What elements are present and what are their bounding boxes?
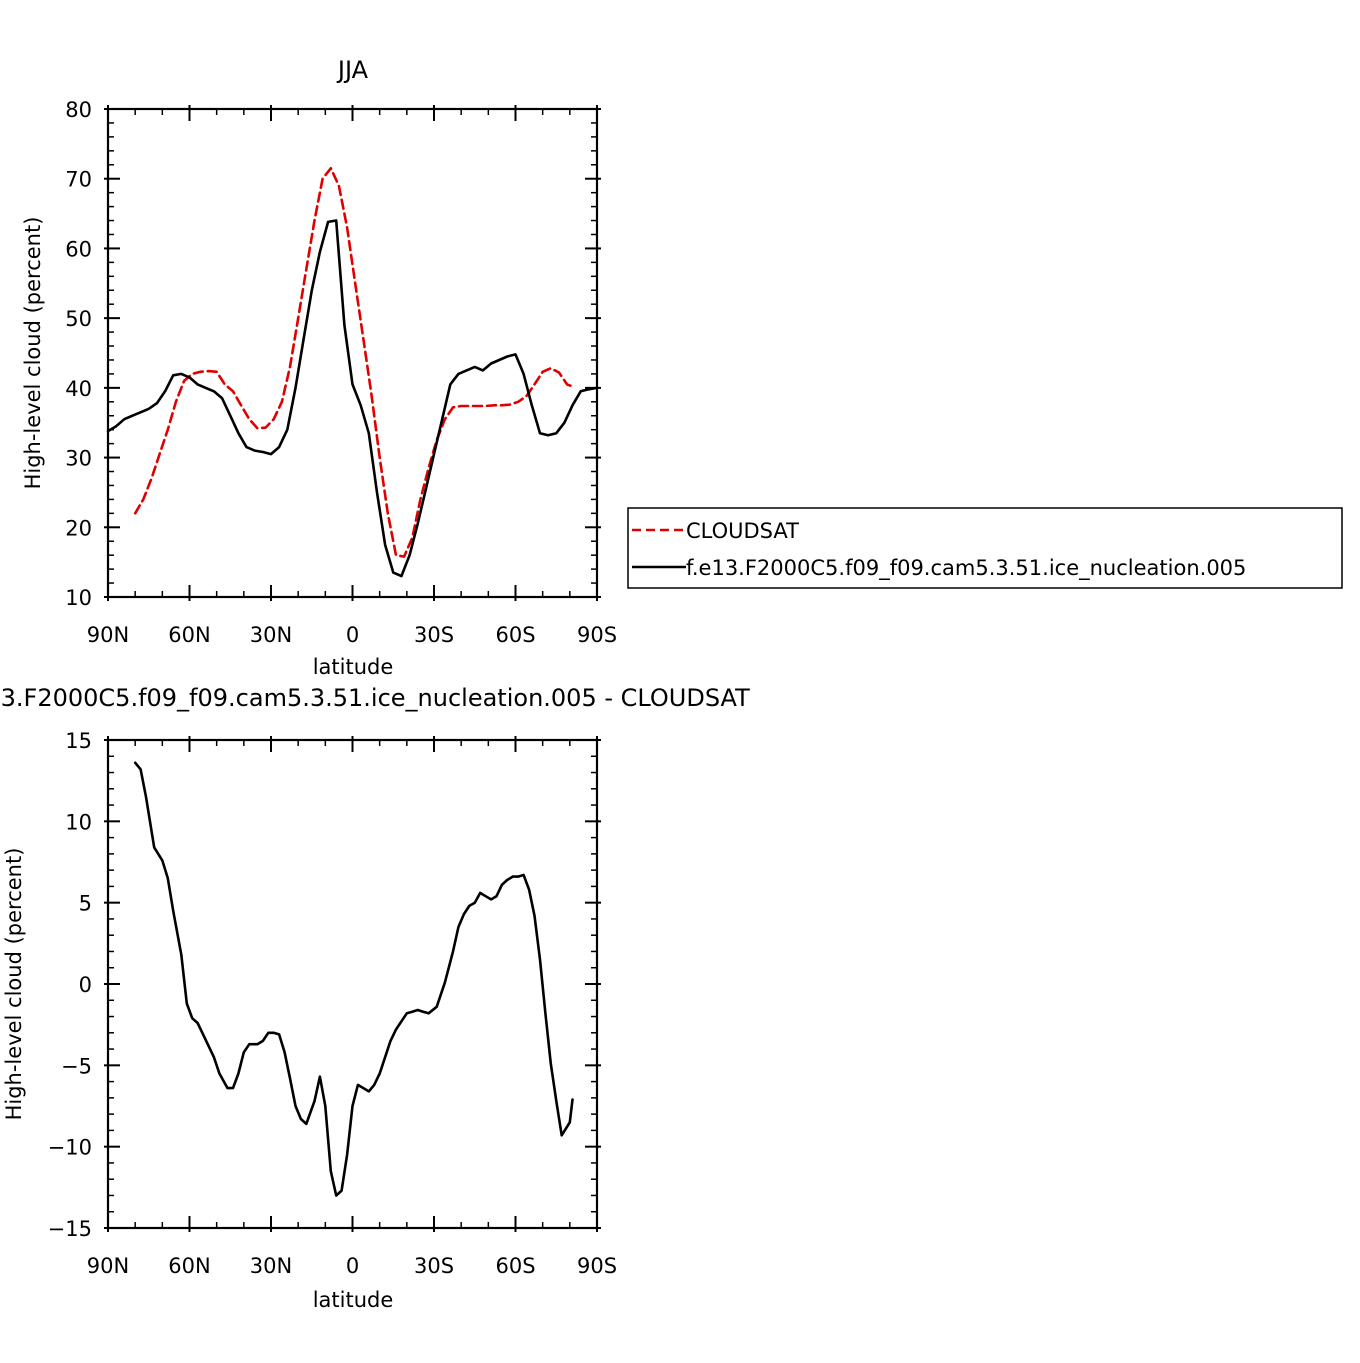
bottom-x-tick-label: 30S <box>414 1254 454 1278</box>
top-x-tick-label: 30N <box>250 623 292 647</box>
legend-label-model: f.e13.F2000C5.f09_f09.cam5.3.51.ice_nucl… <box>686 556 1246 581</box>
bottom-y-tick-label: 15 <box>65 729 92 753</box>
top-x-tick-label: 90S <box>577 623 617 647</box>
bottom-y-tick-label: 10 <box>65 810 92 834</box>
bottom-x-tick-labels: 90N 60N 30N 0 30S 60S 90S <box>87 1254 617 1278</box>
bottom-plot-frame <box>106 738 599 1230</box>
top-x-tick-label: 30S <box>414 623 454 647</box>
bottom-y-tick-label: −5 <box>61 1054 92 1078</box>
top-y-tick-label: 30 <box>65 447 92 471</box>
bottom-x-tick-label: 30N <box>250 1254 292 1278</box>
top-y-tick-label: 80 <box>65 98 92 122</box>
top-x-tick-label: 90N <box>87 623 129 647</box>
bottom-y-tick-label: −10 <box>48 1136 92 1160</box>
top-x-tick-label: 60S <box>495 623 535 647</box>
top-plot-frame <box>106 107 599 599</box>
bottom-series-line-0 <box>133 761 574 1197</box>
legend: CLOUDSAT f.e13.F2000C5.f09_f09.cam5.3.51… <box>627 507 1343 589</box>
bottom-y-tick-labels: −15 −10 −5 0 5 10 15 <box>48 729 92 1241</box>
top-x-tick-label: 0 <box>346 623 359 647</box>
bottom-ticks-layer <box>104 736 601 1232</box>
bottom-x-tick-label: 90S <box>577 1254 617 1278</box>
bottom-panel: f.e13.F2000C5.f09_f09.cam5.3.51.ice_nucl… <box>0 684 750 1312</box>
bottom-y-axis-label: High-level cloud (percent) <box>2 848 26 1121</box>
top-y-tick-label: 40 <box>65 377 92 401</box>
bottom-y-tick-label: −15 <box>48 1217 92 1241</box>
bottom-y-tick-label: 0 <box>79 973 92 997</box>
top-y-tick-label: 50 <box>65 307 92 331</box>
top-y-tick-label: 70 <box>65 168 92 192</box>
bottom-x-tick-label: 90N <box>87 1254 129 1278</box>
top-y-tick-labels: 10 20 30 40 50 60 70 80 <box>65 98 92 610</box>
top-series-line-0 <box>133 167 574 558</box>
top-ticks-layer <box>104 105 601 601</box>
top-y-tick-label: 10 <box>65 586 92 610</box>
bottom-x-axis-label: latitude <box>313 1288 394 1312</box>
bottom-x-tick-label: 60N <box>168 1254 210 1278</box>
top-series-layer <box>106 167 599 578</box>
top-x-tick-labels: 90N 60N 30N 0 30S 60S 90S <box>87 623 617 647</box>
bottom-y-tick-label: 5 <box>79 892 92 916</box>
top-x-tick-label: 60N <box>168 623 210 647</box>
top-y-tick-label: 20 <box>65 516 92 540</box>
top-panel: JJA 90N 60N 30N 0 30S 60S 90S 10 20 30 40 50 60 70 80… <box>21 56 1343 679</box>
bottom-chart-title: f.e13.F2000C5.f09_f09.cam5.3.51.ice_nucl… <box>0 684 750 712</box>
bottom-series-layer <box>133 761 574 1197</box>
top-series-line-1 <box>106 219 599 578</box>
legend-box <box>627 507 1343 589</box>
top-chart-title: JJA <box>336 56 369 84</box>
legend-label-cloudsat: CLOUDSAT <box>686 519 799 543</box>
top-y-axis-label: High-level cloud (percent) <box>21 217 45 490</box>
bottom-x-tick-label: 0 <box>346 1254 359 1278</box>
bottom-x-tick-label: 60S <box>495 1254 535 1278</box>
top-y-tick-label: 60 <box>65 237 92 261</box>
top-x-axis-label: latitude <box>313 655 394 679</box>
